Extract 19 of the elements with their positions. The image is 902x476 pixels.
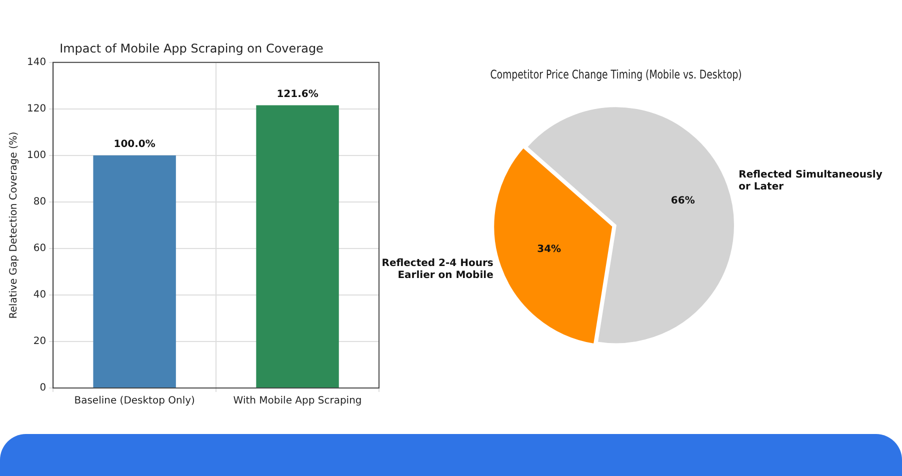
data-label: 100.0% — [114, 139, 156, 150]
y-tick-label: 0 — [40, 382, 46, 394]
chart-title: Impact of Mobile App Scraping on Coverage — [60, 41, 324, 56]
y-tick-label: 20 — [33, 336, 46, 348]
y-tick-label: 80 — [33, 196, 46, 208]
slice-label: Reflected 2-4 Hours Earlier on Mobile — [382, 258, 494, 281]
y-tick-label: 100 — [26, 150, 46, 162]
chart-title: Competitor Price Change Timing (Mobile vs. Desktop) — [490, 67, 742, 82]
y-tick-label: 40 — [33, 290, 46, 301]
y-axis-title: Relative Gap Detection Coverage (%) — [8, 132, 20, 319]
data-label: 66% — [670, 196, 695, 207]
y-tick-label: 120 — [26, 104, 46, 115]
y-tick-label: 140 — [26, 56, 46, 68]
data-label: 34% — [537, 244, 562, 255]
data-label: 121.6% — [276, 88, 318, 100]
y-tick-label: 60 — [33, 243, 46, 254]
x-tick-label: With Mobile App Scraping — [233, 396, 362, 407]
x-tick-label: Baseline (Desktop Only) — [74, 396, 196, 407]
slice-label: Reflected Simultaneously or Later — [738, 170, 883, 193]
